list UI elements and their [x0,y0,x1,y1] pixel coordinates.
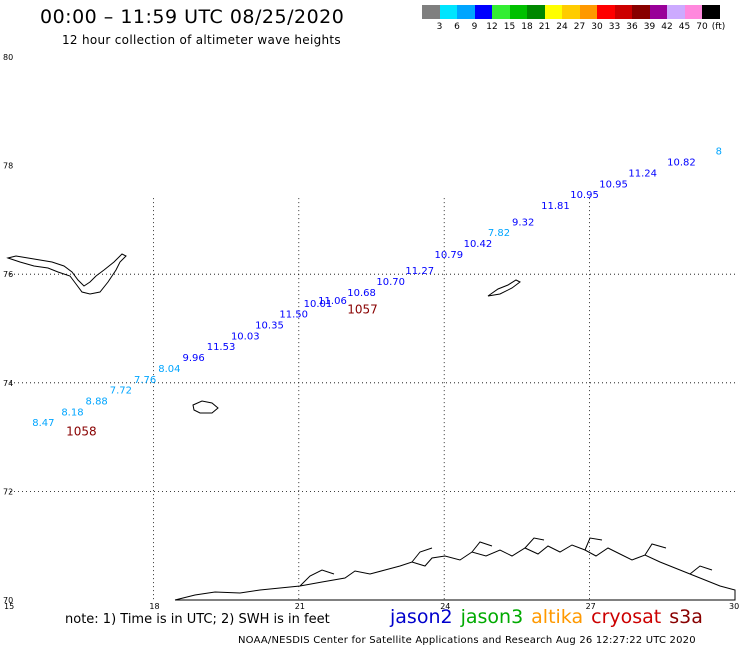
lat-tick-label: 72 [3,487,13,496]
colorbar-label: 33 [608,22,621,32]
swh-value-label: 10.68 [347,288,376,299]
swh-value-label: 11.24 [628,168,657,179]
swh-observations: 8.478.188.887.727.768.049.9611.5310.0310… [32,147,722,439]
satellite-legend-entry: s3a [669,606,703,628]
colorbar-swatch [562,5,580,19]
swh-value-label: 8.04 [158,364,180,375]
coastline [6,253,736,601]
colorbar-swatch [702,5,720,19]
colorbar-swatch [492,5,510,19]
swh-value-label: 10.82 [667,158,696,169]
colorbar-label: 36 [626,22,638,32]
colorbar-swatch [649,5,667,19]
swh-value-label: 10.95 [599,179,628,190]
swh-value-label: 10.42 [464,239,493,250]
swh-value-label: 11.06 [318,296,347,307]
lon-tick-label: 21 [295,602,305,611]
swh-value-label: 7.76 [134,375,156,386]
swh-value-label: 10.35 [255,321,284,332]
colorbar-label: 21 [538,22,551,32]
lon-tick-label: 24 [440,602,450,611]
coastline-islet [487,279,521,297]
coastline-norway-fjords [299,537,713,587]
footer-credit: NOAA/NESDIS Center for Satellite Applica… [238,635,696,646]
coastline-norway [174,544,736,601]
colorbar-swatch [544,5,562,19]
satellite-legend-entry: altika [531,606,584,628]
satellite-legend-entry: jason2 [390,606,453,628]
swh-value-label: 11.27 [405,266,434,277]
colorbar-label: 9 [471,22,478,32]
swh-value-label: 10.03 [231,331,260,342]
swh-value-label: 9.96 [182,353,204,364]
colorbar-label: 18 [521,22,533,32]
lon-tick-label: 18 [149,602,159,611]
swh-value-label: 11.50 [279,310,308,321]
swh-value-label: 9.32 [512,217,534,228]
colorbar-swatch [474,5,492,19]
satellite-legend: jason2 jason3 altika cryosat s3a [390,606,711,628]
swh-value-label: 10.95 [570,190,599,201]
graticule [10,198,735,600]
colorbar-label: 15 [503,22,516,32]
colorbar-label: 45 [678,22,691,32]
coastline-bear-island [192,400,219,414]
colorbar-swatch [422,5,440,19]
swh-value-label: 8.88 [86,397,108,408]
swh-value-label: 11.81 [541,201,570,212]
pass-time-label: 1058 [66,425,97,439]
coastline-landmass-northwest [6,253,127,295]
map-subtitle: 12 hour collection of altimeter wave hei… [62,33,341,47]
satellite-legend-entry: cryosat [591,606,662,628]
colorbar-swatch [614,5,632,19]
footer-note: note: 1) Time is in UTC; 2) SWH is in fe… [65,612,330,627]
swh-value-label: 8.47 [32,418,54,429]
swh-value-label: 11.53 [207,342,236,353]
colorbar-swatch [457,5,475,19]
lat-tick-label: 74 [3,379,13,388]
colorbar-label: 12 [486,22,498,32]
lat-tick-label: 76 [3,270,13,279]
pass-time-label: 1057 [347,302,378,316]
lon-tick-label: 30 [729,602,739,611]
colorbar-swatch [509,5,527,19]
colorbar-swatch [667,5,685,19]
colorbar-swatch [632,5,650,19]
lon-tick-label: 27 [586,602,596,611]
colorbar-swatch [439,5,457,19]
colorbar-label: 30 [591,22,603,32]
swh-value-label: 7.82 [488,228,510,239]
colorbar-label: 6 [454,22,460,32]
swh-value-label: 10.01 [304,299,333,310]
colorbar-label: 27 [573,22,586,32]
swh-value-label: 8 [716,147,722,158]
colorbar-label: 24 [556,22,568,32]
lat-tick-label: 78 [3,162,13,171]
colorbar-swatch [684,5,702,19]
colorbar-label: 70 [696,22,708,32]
colorbar-swatch [597,5,615,19]
colorbar-swatch [527,5,545,19]
colorbar-label: 3 [436,22,443,32]
colorbar-unit: (ft) [711,22,726,32]
lat-tick-label: 70 [3,596,13,605]
colorbar-label: 39 [643,22,656,32]
map-title: 00:00 – 11:59 UTC 08/25/2020 [40,6,345,28]
satellite-legend-entry: jason3 [460,606,524,628]
swh-value-label: 10.79 [435,250,464,261]
swh-value-label: 8.18 [61,407,83,418]
swh-value-label: 7.72 [110,386,132,397]
colorbar-label: 42 [661,22,673,32]
lon-tick-label: 15 [4,602,14,611]
swh-value-label: 10.70 [376,277,405,288]
lat-tick-label: 80 [3,53,13,62]
colorbar-swatch [579,5,597,19]
